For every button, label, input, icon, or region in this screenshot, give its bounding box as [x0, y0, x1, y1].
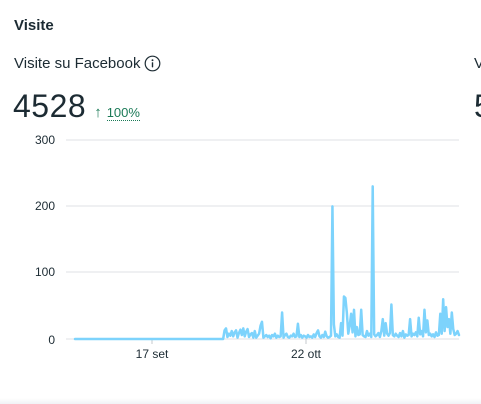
trend-value[interactable]: 100%: [106, 105, 140, 121]
grid-lines: [66, 139, 459, 340]
x-axis: 17 set 22 ott: [136, 339, 322, 361]
y-tick-label: 300: [35, 133, 55, 147]
metric-label-row: Visite su Facebook: [14, 55, 161, 72]
y-tick-label: 200: [35, 199, 55, 213]
arrow-up-icon: ↑: [94, 104, 102, 121]
metric-value: 4528: [13, 88, 87, 124]
metric-value-row: 4528 ↑ 100%: [13, 88, 140, 125]
visits-line-chart: 300 200 100 0 17 set 22 ott: [35, 133, 461, 361]
series-line: [73, 185, 461, 341]
trend-indicator: ↑ 100%: [94, 104, 140, 121]
next-metric-value: 5: [474, 88, 481, 125]
series-layer: [73, 185, 461, 341]
info-circle-icon[interactable]: [144, 55, 161, 72]
x-tick-label: 22 ott: [291, 347, 322, 361]
y-axis: 300 200 100 0: [35, 133, 55, 347]
next-metric-label: V: [474, 55, 481, 72]
bottom-divider: [0, 398, 481, 404]
y-tick-label: 0: [48, 333, 55, 347]
section-title: Visite: [14, 17, 54, 34]
metric-label: Visite su Facebook: [14, 55, 141, 72]
x-tick-label: 17 set: [136, 347, 169, 361]
y-tick-label: 100: [35, 265, 55, 279]
